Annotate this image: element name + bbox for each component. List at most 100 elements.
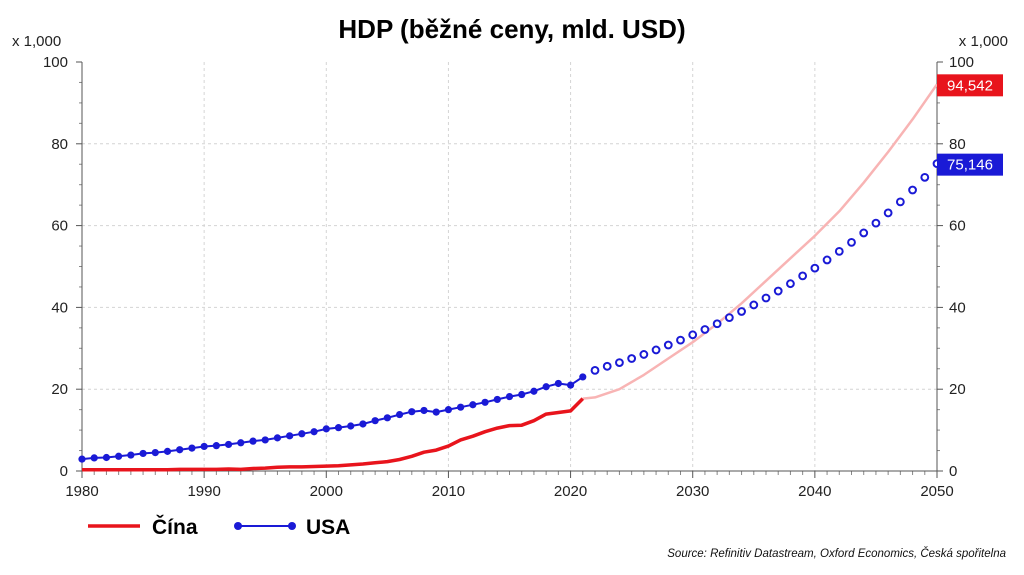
usa-forecast-point xyxy=(883,208,893,218)
x-tick-label: 1980 xyxy=(65,483,98,500)
usa-forecast-point xyxy=(908,185,917,195)
legend-label-usa: USA xyxy=(306,516,350,539)
right-axis-multiplier: x 1,000 xyxy=(959,33,1008,50)
usa-end-label: 75,146 xyxy=(947,157,993,174)
usa-point xyxy=(395,410,404,419)
usa-point xyxy=(127,451,135,459)
usa-point xyxy=(359,420,367,428)
china-end-label: 94,542 xyxy=(947,77,993,94)
usa-forecast-point xyxy=(676,335,685,345)
usa-forecast-point xyxy=(920,172,930,182)
usa-end-badge xyxy=(937,153,1003,176)
usa-point xyxy=(163,447,172,455)
usa-forecast-point xyxy=(627,354,637,363)
usa-forecast-point xyxy=(737,307,746,316)
usa-point xyxy=(78,455,86,463)
china-end-badge xyxy=(937,74,1003,97)
usa-forecast-point xyxy=(834,246,844,256)
usa-point xyxy=(579,373,587,381)
usa-point xyxy=(90,454,98,462)
usa-point xyxy=(347,422,355,430)
usa-forecast-point xyxy=(639,350,649,359)
usa-point xyxy=(566,381,575,389)
x-tick-label: 2040 xyxy=(798,483,831,500)
axes xyxy=(76,61,943,478)
left-axis-multiplier: x 1,000 xyxy=(12,33,61,50)
usa-point xyxy=(457,403,465,411)
end-value-badges: 94,542 75,146 xyxy=(937,74,1003,176)
y-tick-label-right: 40 xyxy=(949,299,966,316)
x-tick-label: 2010 xyxy=(432,483,465,500)
usa-forecast-point xyxy=(810,263,820,273)
usa-point xyxy=(420,406,428,415)
series-line-usa xyxy=(81,376,584,461)
tick-labels: 1980 1990 2000 2010 2020 2030 2040 205002040608… xyxy=(43,54,974,500)
legend-label-china: Čína xyxy=(152,515,198,539)
usa-point xyxy=(469,401,477,409)
usa-point xyxy=(371,417,379,425)
usa-point xyxy=(249,437,257,445)
usa-forecast-point xyxy=(724,313,734,323)
series-layer xyxy=(78,83,942,472)
y-tick-label-right: 60 xyxy=(949,218,966,235)
usa-forecast-point xyxy=(786,279,795,289)
usa-point xyxy=(237,439,245,447)
x-tick-label: 2000 xyxy=(310,483,343,500)
usa-point xyxy=(102,453,111,462)
legend-swatch-usa-dot-left xyxy=(234,522,242,530)
usa-forecast-point xyxy=(871,218,881,228)
usa-point xyxy=(298,430,306,438)
usa-forecast-point xyxy=(651,345,661,355)
chart-title: HDP (běžné ceny, mld. USD) xyxy=(338,14,685,44)
usa-point xyxy=(224,440,233,449)
usa-point xyxy=(212,442,220,450)
usa-point xyxy=(151,448,159,457)
y-tick-label-right: 80 xyxy=(949,136,966,153)
y-tick-label-left: 60 xyxy=(51,218,68,235)
usa-forecast-point xyxy=(895,197,905,207)
x-tick-label: 2050 xyxy=(920,483,953,500)
usa-forecast-point xyxy=(712,319,722,329)
y-tick-label-right: 100 xyxy=(949,54,974,71)
usa-point xyxy=(383,414,391,422)
usa-forecast-point xyxy=(798,271,808,281)
usa-point xyxy=(286,432,294,440)
legend: Čína USA xyxy=(88,515,350,539)
series-line-china-forecast xyxy=(582,83,939,400)
y-tick-label-right: 0 xyxy=(949,463,957,480)
usa-forecast-point xyxy=(688,330,698,340)
x-tick-label: 2030 xyxy=(676,483,709,500)
usa-forecast-point xyxy=(761,293,771,303)
legend-swatch-usa-dot-right xyxy=(288,522,296,530)
usa-forecast-point xyxy=(859,228,869,238)
usa-point xyxy=(322,425,330,433)
usa-forecast-point xyxy=(615,358,624,368)
source-note: Source: Refinitiv Datastream, Oxford Eco… xyxy=(667,547,1006,560)
usa-point xyxy=(115,452,123,460)
usa-forecast-point xyxy=(822,255,832,265)
gridlines xyxy=(82,62,937,471)
usa-forecast-point xyxy=(749,300,759,310)
usa-point xyxy=(310,428,318,436)
usa-point xyxy=(200,442,208,451)
x-tick-label: 2020 xyxy=(554,483,587,500)
usa-point xyxy=(176,446,184,454)
usa-forecast-point xyxy=(773,286,783,296)
usa-point xyxy=(444,406,453,414)
y-tick-label-right: 20 xyxy=(949,381,966,398)
usa-forecast-point xyxy=(602,361,612,371)
usa-point xyxy=(493,395,501,404)
y-tick-label-left: 80 xyxy=(51,136,68,153)
usa-point xyxy=(261,436,269,444)
usa-point xyxy=(432,408,440,416)
usa-point xyxy=(554,379,562,388)
usa-point xyxy=(542,383,550,391)
series-line-china xyxy=(82,397,585,472)
usa-point xyxy=(518,390,526,399)
y-tick-label-left: 100 xyxy=(43,54,68,71)
usa-forecast-point xyxy=(663,340,673,350)
usa-point xyxy=(188,444,196,452)
y-tick-label-left: 0 xyxy=(60,463,68,480)
usa-point xyxy=(505,392,514,401)
